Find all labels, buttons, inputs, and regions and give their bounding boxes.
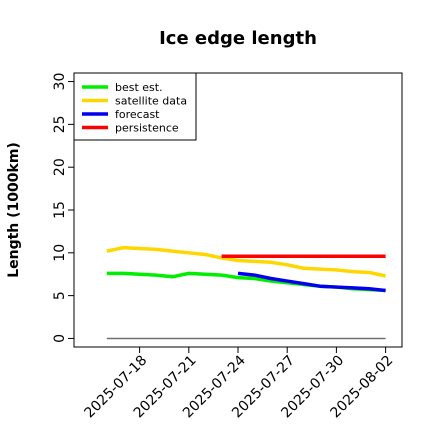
series-line-satellite-data <box>106 245 386 278</box>
legend-label-forecast: forecast <box>115 108 160 121</box>
y-tick-label: 30 <box>52 73 68 91</box>
y-tick-label: 10 <box>52 244 68 262</box>
y-tick-label: 25 <box>52 115 68 133</box>
legend-label-persistence: persistence <box>115 122 179 135</box>
y-tick-label: 15 <box>52 201 68 219</box>
chart-title: Ice edge length <box>159 28 317 49</box>
legend-label-best-est: best est. <box>115 81 163 94</box>
y-tick-label: 5 <box>52 291 68 300</box>
y-tick-label: 20 <box>52 158 68 176</box>
y-axis-label: Length (1000km) <box>6 142 22 278</box>
legend-label-satellite-data: satellite data <box>115 95 187 108</box>
y-tick-label: 0 <box>52 334 68 343</box>
plot-frame <box>73 72 403 348</box>
legend: best est.satellite dataforecastpersisten… <box>73 72 197 141</box>
series-line-forecast <box>237 271 386 293</box>
